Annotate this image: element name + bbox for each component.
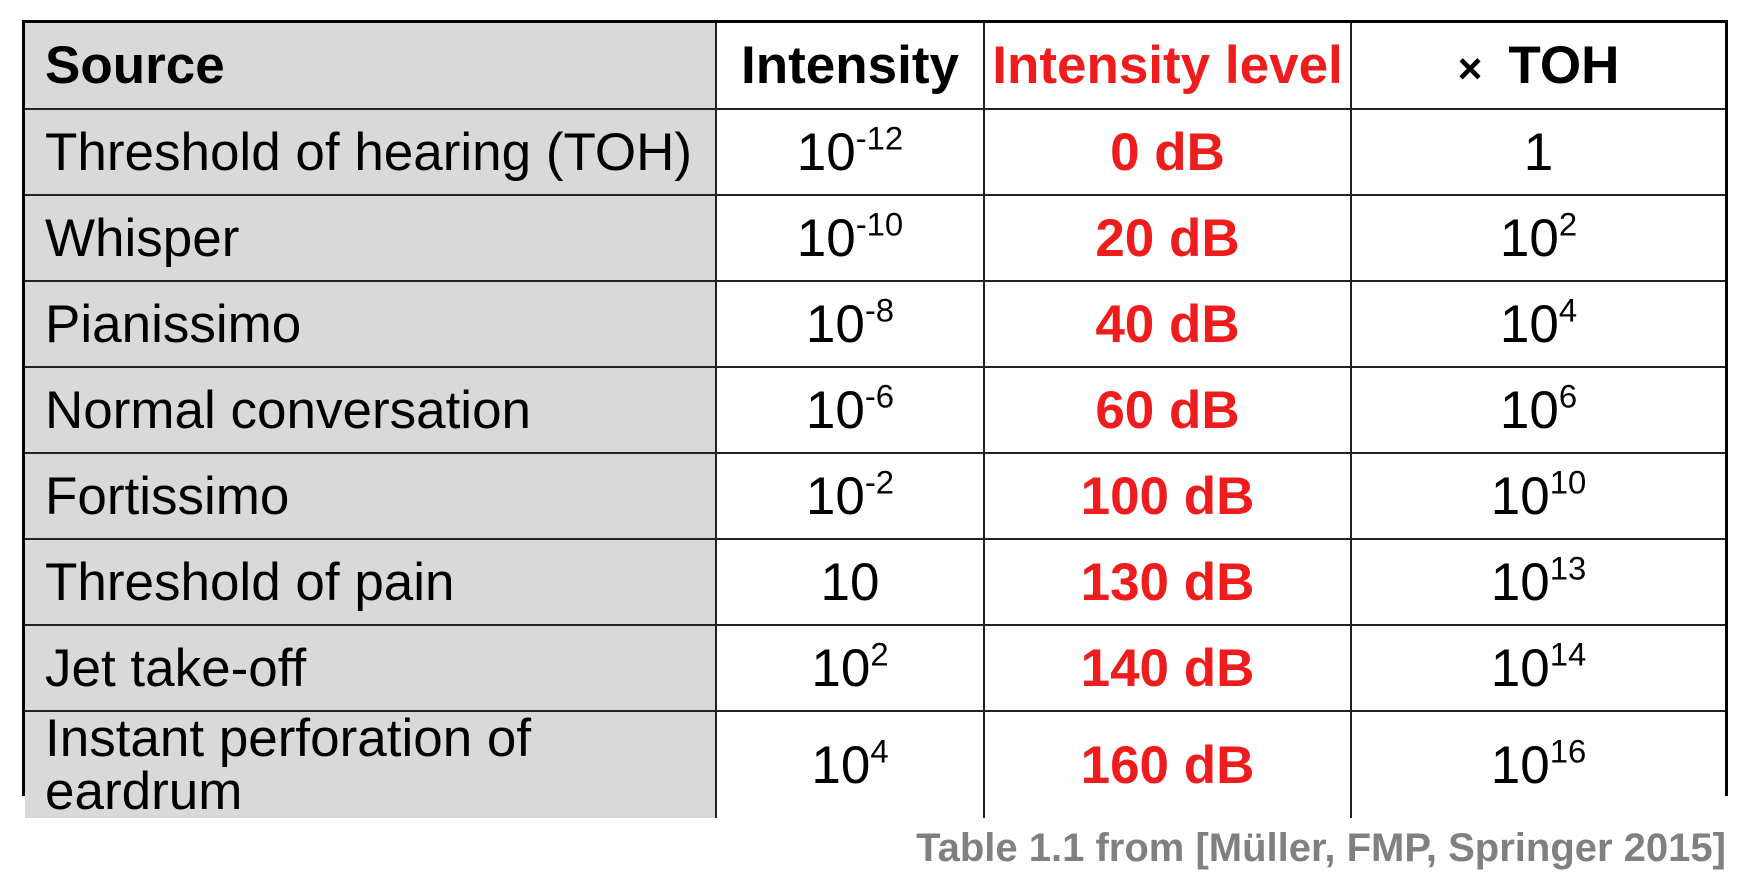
toh-base: 10 bbox=[1490, 735, 1550, 795]
intensity-base: 10 bbox=[796, 208, 856, 268]
intensity-exponent: -6 bbox=[864, 377, 895, 415]
table-row: Fortissimo 10-2 100 dB 1010 bbox=[25, 452, 1725, 540]
cell-intensity: 10-12 bbox=[715, 108, 985, 196]
cell-source: Jet take-off bbox=[25, 624, 717, 712]
cell-source: Whisper bbox=[25, 194, 717, 282]
intensity-table-container: Source Intensity Intensity level × TOH Th… bbox=[22, 20, 1728, 818]
table-header-row: Source Intensity Intensity level × TOH bbox=[25, 23, 1725, 110]
cell-times-toh: 102 bbox=[1350, 194, 1725, 282]
toh-exponent: 14 bbox=[1549, 635, 1587, 673]
table-row: Threshold of hearing (TOH) 10-12 0 dB 1 bbox=[25, 108, 1725, 196]
cell-times-toh: 1010 bbox=[1350, 452, 1725, 540]
header-times-toh: × TOH bbox=[1350, 23, 1725, 110]
intensity-exponent: 4 bbox=[870, 732, 889, 770]
header-intensity-level: Intensity level bbox=[983, 23, 1352, 110]
toh-base: 10 bbox=[1490, 638, 1550, 698]
cell-intensity-level: 100 dB bbox=[983, 452, 1352, 540]
table-caption: Table 1.1 from [Müller, FMP, Springer 20… bbox=[916, 826, 1726, 870]
toh-base: 10 bbox=[1499, 380, 1559, 440]
cell-intensity: 10-6 bbox=[715, 366, 985, 454]
cell-source: Threshold of hearing (TOH) bbox=[25, 108, 717, 196]
intensity-base: 10 bbox=[811, 638, 871, 698]
intensity-base: 10 bbox=[805, 294, 865, 354]
cell-intensity: 10 bbox=[715, 538, 985, 626]
cell-source: Fortissimo bbox=[25, 452, 717, 540]
cell-intensity-level: 0 dB bbox=[983, 108, 1352, 196]
table-row: Whisper 10-10 20 dB 102 bbox=[25, 194, 1725, 282]
cell-source: Instant perforation of eardrum bbox=[25, 710, 717, 818]
intensity-exponent: -8 bbox=[864, 291, 895, 329]
cell-times-toh: 104 bbox=[1350, 280, 1725, 368]
cell-times-toh: 1014 bbox=[1350, 624, 1725, 712]
toh-exponent: 10 bbox=[1549, 463, 1587, 501]
cell-source: Threshold of pain bbox=[25, 538, 717, 626]
cell-intensity-level: 20 dB bbox=[983, 194, 1352, 282]
header-toh-label: TOH bbox=[1508, 36, 1620, 95]
cell-intensity-level: 160 dB bbox=[983, 710, 1352, 818]
toh-base: 10 bbox=[1499, 294, 1559, 354]
table-row: Normal conversation 10-6 60 dB 106 bbox=[25, 366, 1725, 454]
cell-intensity-level: 40 dB bbox=[983, 280, 1352, 368]
table-body: Threshold of hearing (TOH) 10-12 0 dB 1 … bbox=[25, 108, 1725, 818]
cell-intensity: 10-8 bbox=[715, 280, 985, 368]
cell-times-toh: 1016 bbox=[1350, 710, 1725, 818]
cell-intensity: 10-10 bbox=[715, 194, 985, 282]
cell-intensity-level: 140 dB bbox=[983, 624, 1352, 712]
cell-times-toh: 106 bbox=[1350, 366, 1725, 454]
table-row: Threshold of pain 10 130 dB 1013 bbox=[25, 538, 1725, 626]
intensity-exponent: -2 bbox=[864, 463, 895, 501]
intensity-base: 10 bbox=[820, 552, 880, 612]
table-row: Jet take-off 102 140 dB 1014 bbox=[25, 624, 1725, 712]
intensity-exponent: 2 bbox=[870, 635, 889, 673]
toh-base: 1 bbox=[1523, 122, 1554, 182]
header-intensity: Intensity bbox=[715, 23, 985, 110]
toh-exponent: 13 bbox=[1549, 549, 1587, 587]
cell-times-toh: 1013 bbox=[1350, 538, 1725, 626]
toh-base: 10 bbox=[1490, 552, 1550, 612]
toh-base: 10 bbox=[1499, 208, 1559, 268]
cell-intensity: 10-2 bbox=[715, 452, 985, 540]
multiply-symbol: × bbox=[1457, 45, 1483, 92]
cell-times-toh: 1 bbox=[1350, 108, 1725, 196]
table-row: Pianissimo 10-8 40 dB 104 bbox=[25, 280, 1725, 368]
intensity-exponent: -12 bbox=[855, 119, 904, 157]
intensity-exponent: -10 bbox=[855, 205, 904, 243]
toh-exponent: 6 bbox=[1558, 377, 1578, 415]
cell-intensity-level: 130 dB bbox=[983, 538, 1352, 626]
intensity-base: 10 bbox=[811, 735, 871, 795]
toh-base: 10 bbox=[1490, 466, 1550, 526]
toh-exponent: 4 bbox=[1558, 291, 1578, 329]
intensity-base: 10 bbox=[805, 466, 865, 526]
cell-intensity-level: 60 dB bbox=[983, 366, 1352, 454]
table-row: Instant perforation of eardrum 104 160 d… bbox=[25, 710, 1725, 818]
cell-source: Pianissimo bbox=[25, 280, 717, 368]
header-source: Source bbox=[25, 23, 717, 110]
cell-intensity: 104 bbox=[715, 710, 985, 818]
toh-exponent: 16 bbox=[1549, 732, 1587, 770]
toh-exponent: 2 bbox=[1558, 205, 1578, 243]
cell-intensity: 102 bbox=[715, 624, 985, 712]
cell-source: Normal conversation bbox=[25, 366, 717, 454]
intensity-base: 10 bbox=[796, 122, 856, 182]
intensity-base: 10 bbox=[805, 380, 865, 440]
intensity-table: Source Intensity Intensity level × TOH Th… bbox=[25, 23, 1725, 818]
